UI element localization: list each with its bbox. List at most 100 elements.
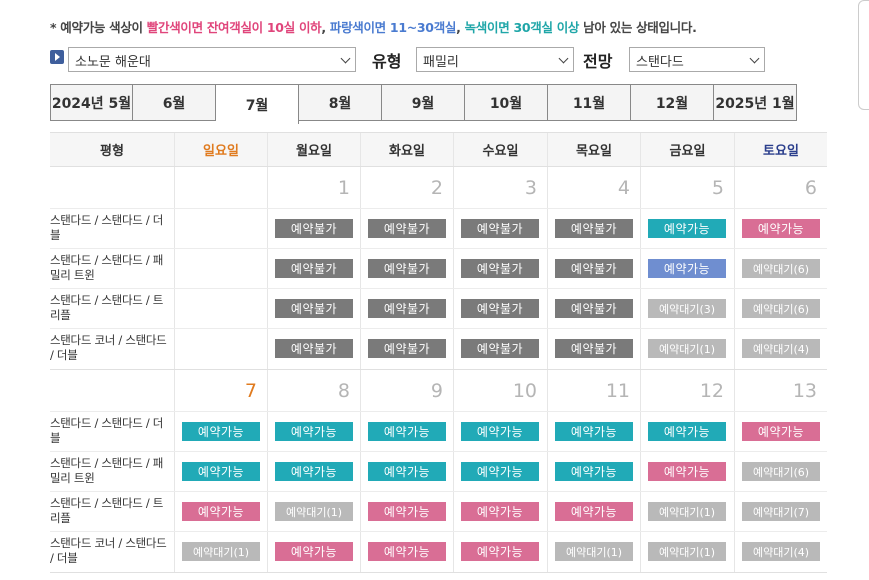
room-row: 스탠다드 / 스탠다드 / 트리플 예약불가 예약불가 예약불가 예약불가 예약대기(3)… — [50, 289, 827, 329]
chevron-down-icon — [340, 53, 351, 64]
date-number: 12 — [699, 380, 724, 402]
room-type-label: 스탠다드 / 스탠다드 / 트리플 — [50, 496, 164, 525]
reservation-status-badge: 예약불가 — [368, 339, 446, 358]
hotel-select[interactable]: 소노문 해운대 — [68, 47, 356, 72]
month-tab[interactable]: 8월 — [299, 84, 382, 121]
weekday-header: 토요일 — [734, 133, 827, 166]
month-tab[interactable]: 9월 — [382, 84, 465, 121]
date-number: 3 — [524, 177, 537, 199]
reservation-status-badge[interactable]: 예약대기(4) — [742, 542, 820, 561]
calendar-header: 평형 일요일 월요일 화요일 수요일 목요일 금요일 토요일 — [50, 132, 827, 167]
weekday-header: 월요일 — [267, 133, 360, 166]
reservation-status-badge[interactable]: 예약가능 — [461, 542, 539, 561]
reservation-status-badge[interactable]: 예약대기(1) — [275, 502, 353, 521]
month-tab[interactable]: 7월 — [216, 84, 299, 124]
reservation-status-badge[interactable]: 예약가능 — [275, 422, 353, 441]
hotel-select-value: 소노문 해운대 — [75, 55, 151, 70]
reservation-status-badge[interactable]: 예약가능 — [368, 502, 446, 521]
date-number: 2 — [430, 177, 443, 199]
reservation-status-badge[interactable]: 예약가능 — [742, 219, 820, 238]
reservation-status-badge[interactable]: 예약가능 — [461, 422, 539, 441]
reservation-status-badge[interactable]: 예약대기(6) — [742, 462, 820, 481]
room-row: 스탠다드 / 스탠다드 / 더블 예약가능 예약가능 예약가능 예약가능 예약가능 예약가능… — [50, 412, 827, 452]
type-label: 유형 — [372, 52, 402, 71]
reservation-status-badge[interactable]: 예약대기(1) — [648, 339, 726, 358]
date-number: 6 — [804, 177, 817, 199]
chevron-down-icon — [749, 53, 760, 64]
reservation-status-badge[interactable]: 예약가능 — [555, 422, 633, 441]
reservation-status-badge[interactable]: 예약가능 — [275, 462, 353, 481]
reservation-status-badge[interactable]: 예약대기(6) — [742, 299, 820, 318]
month-tab[interactable]: 10월 — [465, 84, 548, 121]
date-number: 8 — [337, 380, 350, 402]
month-tab[interactable]: 2024년 5월 — [50, 84, 133, 121]
reservation-status-badge: 예약불가 — [555, 219, 633, 238]
reservation-status-badge[interactable]: 예약가능 — [648, 462, 726, 481]
reservation-status-badge: 예약불가 — [461, 259, 539, 278]
reservation-status-badge[interactable]: 예약가능 — [555, 462, 633, 481]
chevron-down-icon — [558, 53, 569, 64]
reservation-status-badge: 예약불가 — [461, 339, 539, 358]
reservation-status-badge[interactable]: 예약대기(4) — [742, 339, 820, 358]
view-select-value: 스탠다드 — [636, 55, 684, 70]
reservation-status-badge[interactable]: 예약대기(7) — [742, 502, 820, 521]
reservation-status-badge: 예약불가 — [555, 299, 633, 318]
date-number: 7 — [244, 380, 257, 402]
weekday-header: 일요일 — [174, 133, 267, 166]
room-type-label: 스탠다드 코너 / 스탠다드 / 더블 — [50, 333, 167, 362]
room-row: 스탠다드 / 스탠다드 / 트리플 예약가능 예약대기(1) 예약가능 예약가능 예약가능… — [50, 492, 827, 532]
reservation-status-badge: 예약불가 — [368, 299, 446, 318]
reservation-status-badge[interactable]: 예약가능 — [368, 542, 446, 561]
reservation-status-badge: 예약불가 — [555, 259, 633, 278]
reservation-status-badge[interactable]: 예약가능 — [555, 502, 633, 521]
date-number: 9 — [430, 380, 443, 402]
reservation-status-badge[interactable]: 예약가능 — [648, 259, 726, 278]
reservation-status-badge[interactable]: 예약대기(1) — [555, 542, 633, 561]
date-number: 11 — [605, 380, 630, 402]
reservation-status-badge[interactable]: 예약가능 — [742, 422, 820, 441]
calendar-week: 1 2 3 4 5 6 스탠다드 / 스탠다드 / 더블 예약불가 예약불가 예약불가 예약불가 예약… — [50, 167, 827, 370]
room-type-label: 스탠다드 / 스탠다드 / 더블 — [50, 213, 164, 242]
weekday-header: 목요일 — [547, 133, 640, 166]
reservation-status-badge[interactable]: 예약가능 — [368, 462, 446, 481]
month-tab[interactable]: 12월 — [631, 84, 714, 121]
reservation-status-badge[interactable]: 예약가능 — [182, 502, 260, 521]
reservation-status-badge[interactable]: 예약가능 — [648, 422, 726, 441]
reservation-status-badge[interactable]: 예약가능 — [461, 502, 539, 521]
reservation-status-badge[interactable]: 예약가능 — [275, 542, 353, 561]
reservation-status-badge[interactable]: 예약대기(1) — [182, 542, 260, 561]
notice-blue: 파랑색이면 11~30객실 — [329, 20, 457, 35]
room-row: 스탠다드 / 스탠다드 / 패밀리 트윈 예약가능 예약가능 예약가능 예약가능 예약가능… — [50, 452, 827, 492]
reservation-status-badge[interactable]: 예약대기(6) — [742, 259, 820, 278]
reservation-status-badge[interactable]: 예약대기(1) — [648, 542, 726, 561]
reservation-status-badge: 예약불가 — [368, 259, 446, 278]
reservation-status-badge[interactable]: 예약가능 — [461, 462, 539, 481]
reservation-status-badge: 예약불가 — [461, 219, 539, 238]
date-row: 1 2 3 4 5 6 — [50, 167, 827, 209]
date-number: 13 — [792, 380, 817, 402]
room-type-label: 스탠다드 / 스탠다드 / 패밀리 트윈 — [50, 456, 164, 485]
weekday-header: 금요일 — [640, 133, 734, 166]
reservation-status-badge[interactable]: 예약대기(1) — [648, 502, 726, 521]
month-tab[interactable]: 6월 — [133, 84, 216, 121]
weekday-header: 화요일 — [360, 133, 453, 166]
view-select[interactable]: 스탠다드 — [629, 47, 765, 72]
date-row: 7 8 9 10 11 12 13 — [50, 370, 827, 412]
type-select[interactable]: 패밀리 — [416, 47, 574, 72]
type-select-value: 패밀리 — [423, 55, 459, 70]
room-row: 스탠다드 / 스탠다드 / 더블 예약불가 예약불가 예약불가 예약불가 예약가능 예약가능 — [50, 209, 827, 249]
reservation-status-badge: 예약불가 — [555, 339, 633, 358]
reservation-status-badge: 예약불가 — [275, 219, 353, 238]
reservation-status-badge: 예약불가 — [461, 299, 539, 318]
month-tab[interactable]: 2025년 1월 — [714, 84, 797, 121]
notice-suffix: 남아 있는 상태입니다. — [579, 20, 697, 35]
reservation-status-badge: 예약불가 — [275, 299, 353, 318]
reservation-status-badge[interactable]: 예약대기(3) — [648, 299, 726, 318]
reservation-status-badge[interactable]: 예약가능 — [182, 422, 260, 441]
reservation-status-badge[interactable]: 예약가능 — [648, 219, 726, 238]
view-label: 전망 — [583, 52, 613, 71]
month-tab[interactable]: 11월 — [548, 84, 631, 121]
reservation-status-badge[interactable]: 예약가능 — [182, 462, 260, 481]
date-number: 1 — [337, 177, 350, 199]
reservation-status-badge[interactable]: 예약가능 — [368, 422, 446, 441]
